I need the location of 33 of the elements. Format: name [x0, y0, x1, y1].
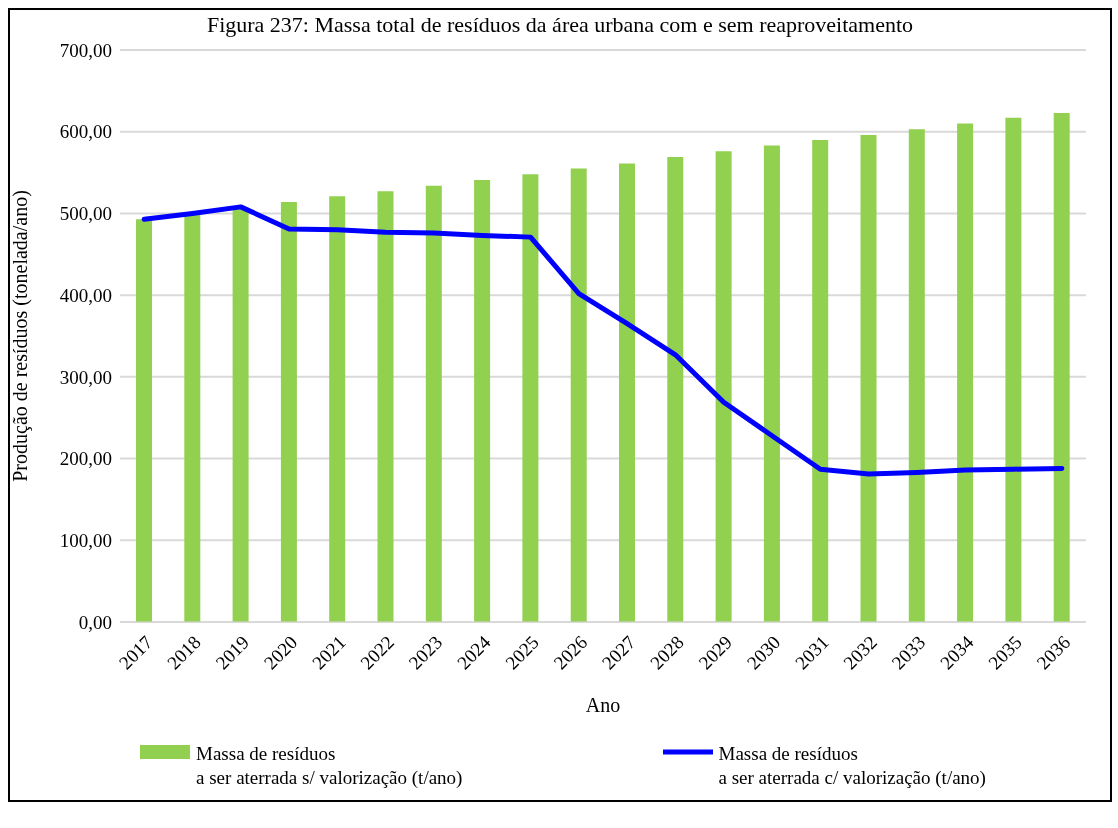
bar	[280, 201, 297, 622]
bar	[763, 145, 780, 622]
bar	[667, 157, 684, 622]
bar	[812, 139, 829, 622]
bar	[136, 219, 152, 622]
y-tick-label: 700,00	[59, 39, 112, 61]
legend-label: Massa de resíduos a ser aterrada s/ valorização (t/ano)	[196, 742, 463, 790]
bar	[570, 168, 587, 622]
bar	[329, 196, 346, 622]
y-tick-label: 0,00	[78, 611, 112, 633]
chart-title: Figura 237: Massa total de resíduos da área urbana com e sem reaproveitamento	[205, 11, 915, 39]
bar	[1005, 117, 1022, 622]
bar	[908, 129, 925, 622]
x-axis-title: Ano	[585, 694, 621, 716]
bar	[860, 134, 877, 622]
bar	[425, 185, 442, 622]
bar	[715, 151, 732, 622]
bar	[232, 207, 249, 622]
y-tick-label: 600,00	[59, 121, 112, 143]
bar	[522, 174, 539, 622]
bar	[184, 213, 201, 622]
y-tick-label: 500,00	[59, 203, 112, 225]
y-axis-title: Produção de resíduos (tonelada/ano)	[9, 190, 33, 482]
y-tick-label: 100,00	[59, 530, 112, 552]
bar	[1053, 112, 1070, 622]
y-tick-label: 300,00	[59, 366, 112, 388]
y-tick-label: 400,00	[59, 284, 112, 306]
bar	[474, 179, 491, 622]
y-tick-label: 200,00	[59, 448, 112, 470]
bar	[619, 163, 635, 622]
legend-label: Massa de resíduos a ser aterrada c/ valorização (t/ano)	[718, 742, 986, 790]
bar	[377, 191, 394, 622]
bar	[957, 123, 974, 622]
